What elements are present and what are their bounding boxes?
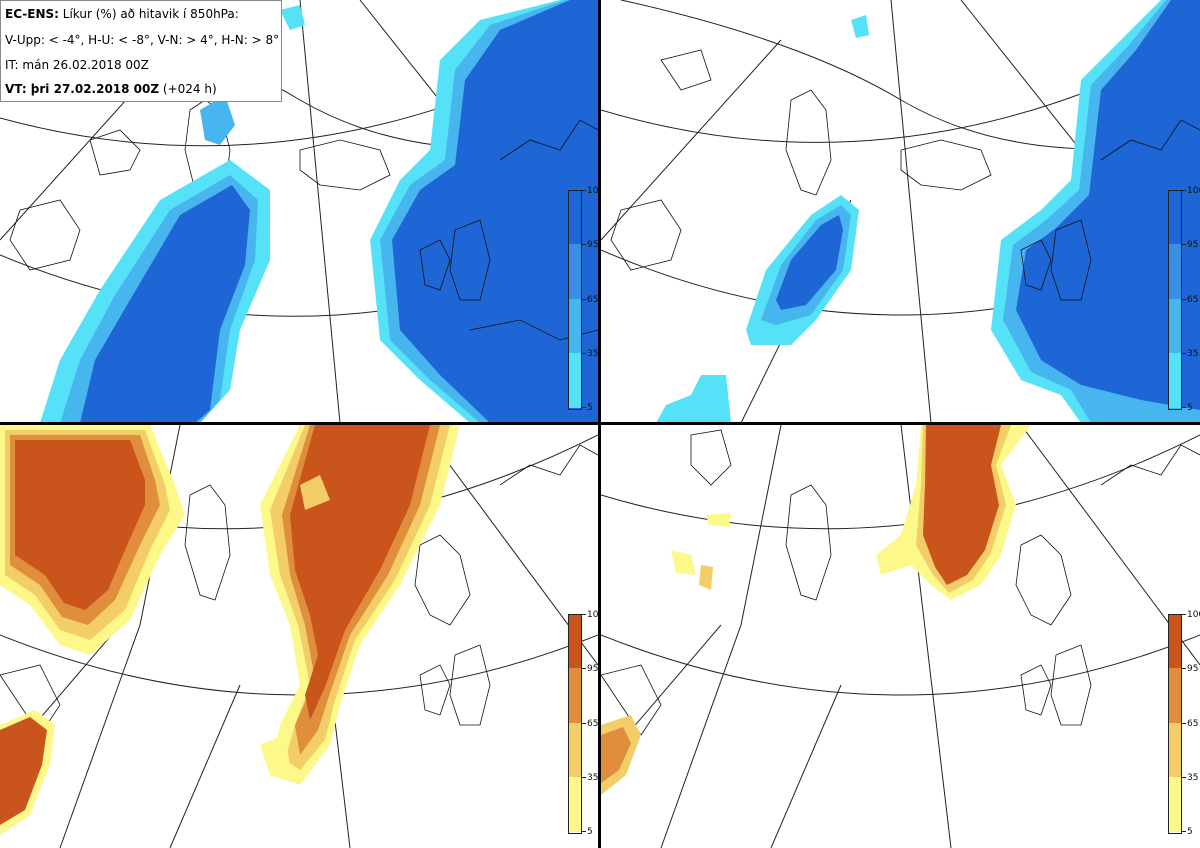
colorbar-tick: 35 — [1187, 773, 1199, 783]
colorbar-tick: 100 — [1187, 186, 1200, 196]
colorbar-tick: 65 — [587, 719, 598, 729]
panel-lower-right: 100 95 65 35 5 — [601, 425, 1200, 848]
map-lower-left — [0, 425, 598, 848]
colorbar-tick: 100 — [1187, 610, 1200, 620]
title-text: Líkur (%) að hitavik í 850hPa: — [62, 7, 239, 21]
colorbar-upper-right: 100 95 65 35 5 — [1168, 186, 1200, 413]
colorbar-tick: 35 — [587, 773, 598, 783]
valid-time: VT: þri 27.02.2018 00Z — [5, 82, 160, 96]
colorbar-tick: 100 — [587, 610, 598, 620]
colorbar-tick: 95 — [587, 664, 598, 674]
panel-upper-right: 100 95 65 35 5 — [601, 0, 1200, 423]
colorbar-tick: 5 — [587, 827, 593, 837]
colorbar-tick: 5 — [1187, 827, 1193, 837]
init-time: IT: mán 26.02.2018 00Z — [5, 58, 149, 72]
divider-horizontal — [0, 422, 1200, 425]
colorbar-tick: 35 — [587, 349, 598, 359]
colorbar-tick: 35 — [1187, 349, 1199, 359]
colorbar-tick: 95 — [1187, 664, 1199, 674]
lead-time: (+024 h) — [162, 82, 217, 96]
colorbar-tick: 5 — [587, 403, 593, 413]
colorbar-tick: 95 — [587, 240, 598, 250]
map-upper-left — [0, 0, 598, 423]
threshold-text: V-Upp: < -4°, H-U: < -8°, V-N: > 4°, H-N… — [5, 33, 280, 47]
colorbar-tick: 95 — [1187, 240, 1199, 250]
colorbar-lower-right: 100 95 65 35 5 — [1168, 610, 1200, 837]
colorbar-tick: 5 — [1187, 403, 1193, 413]
colorbar-tick: 100 — [587, 186, 598, 196]
panel-lower-left: 100 95 65 35 5 — [0, 425, 598, 848]
panel-upper-left: 100 95 65 35 5 — [0, 0, 598, 423]
colorbar-tick: 65 — [587, 295, 598, 305]
colorbar-upper-left: 100 95 65 35 5 — [568, 186, 598, 413]
map-upper-right — [601, 0, 1200, 423]
map-lower-right — [601, 425, 1200, 848]
colorbar-tick: 65 — [1187, 295, 1199, 305]
model-label: EC-ENS: — [5, 7, 59, 21]
colorbar-tick: 65 — [1187, 719, 1199, 729]
colorbar-lower-left: 100 95 65 35 5 — [568, 610, 598, 837]
header-legend: EC-ENS: Líkur (%) að hitavik í 850hPa: V… — [0, 0, 282, 102]
